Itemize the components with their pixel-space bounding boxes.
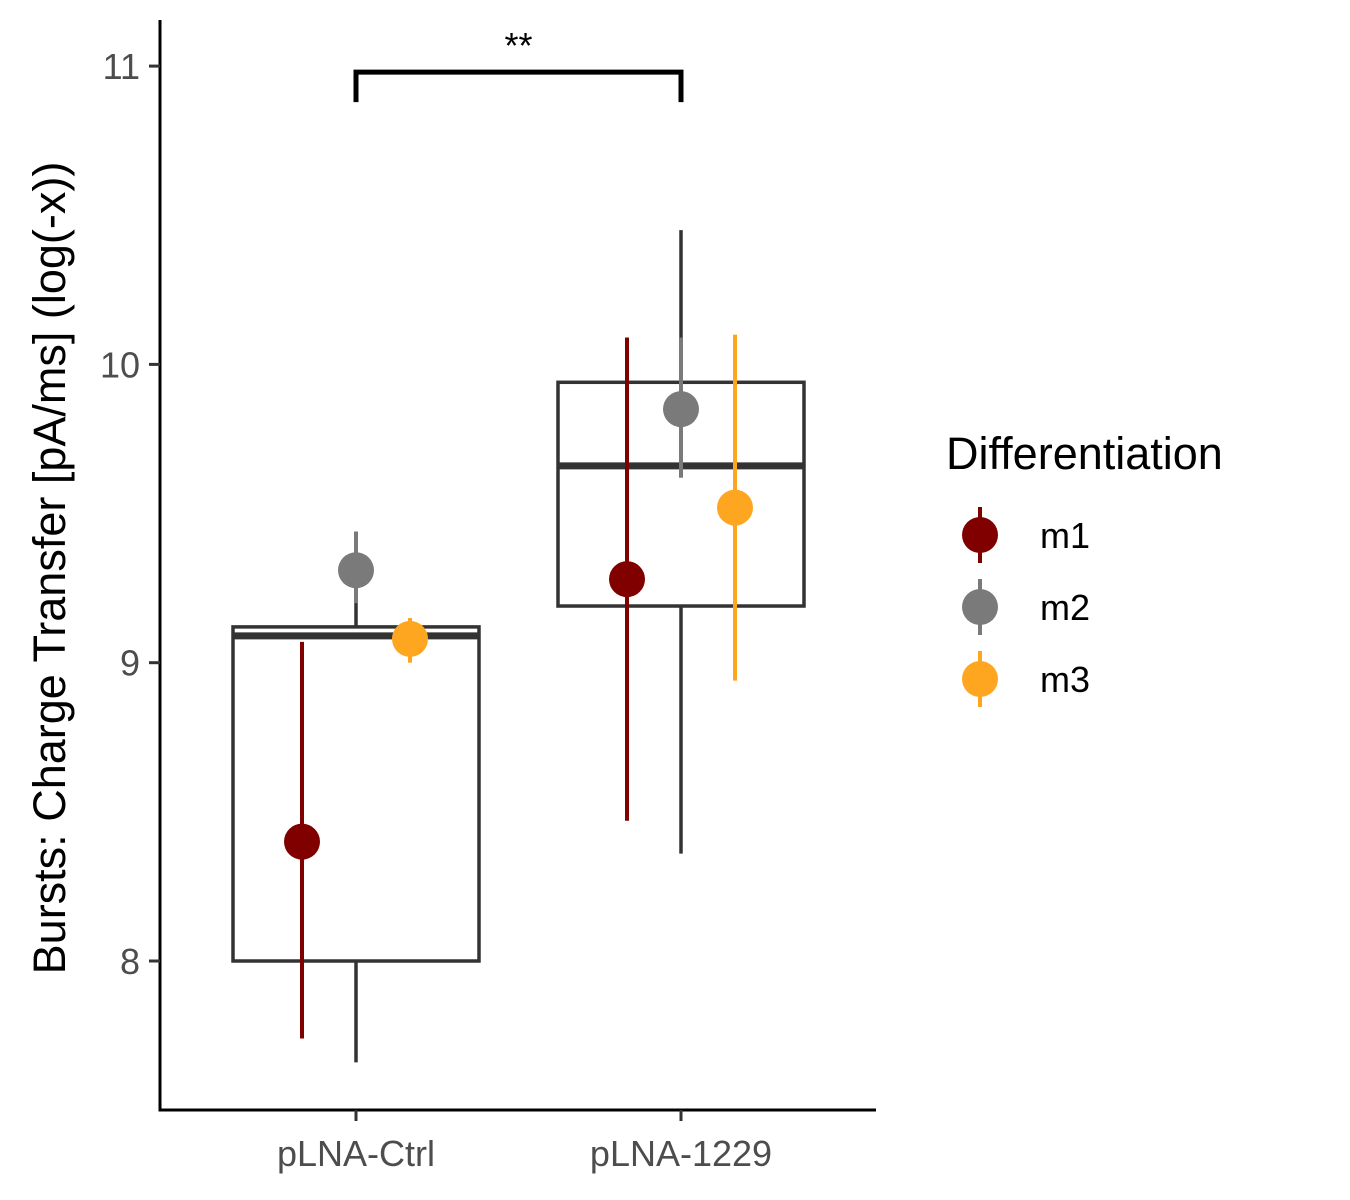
point-m1	[609, 561, 645, 598]
legend-key-m1	[962, 517, 998, 553]
point-m3	[392, 620, 428, 657]
y-tick-label: 10	[100, 344, 140, 385]
significance-bracket	[353, 69, 684, 103]
point-m3	[717, 489, 753, 526]
point-m2	[338, 552, 374, 589]
legend-title: Differentiation	[946, 428, 1223, 479]
y-axis-title: Bursts: Charge Transfer [pA/ms] (log(-x)…	[24, 162, 75, 975]
point-m1	[284, 823, 320, 860]
legend-label-m3: m3	[1040, 659, 1090, 700]
significance-label: **	[504, 25, 532, 66]
legend-key-m3	[962, 661, 998, 697]
x-tick-label: pLNA-Ctrl	[277, 1133, 435, 1174]
legend-key-m2	[962, 589, 998, 625]
y-tick-label: 9	[120, 643, 140, 684]
box	[231, 625, 481, 963]
legend-label-m1: m1	[1040, 515, 1090, 556]
y-tick-label: 11	[103, 46, 140, 87]
legend-label-m2: m2	[1040, 587, 1090, 628]
point-m2	[663, 391, 699, 428]
y-tick-label: 8	[120, 941, 140, 982]
legend: Differentiation m1 m2 m3	[946, 428, 1223, 707]
x-tick-label: pLNA-1229	[590, 1133, 772, 1174]
plot-area: 8 9 10 11 pLNA-Ctrl pLNA-1229 **	[100, 20, 876, 1174]
